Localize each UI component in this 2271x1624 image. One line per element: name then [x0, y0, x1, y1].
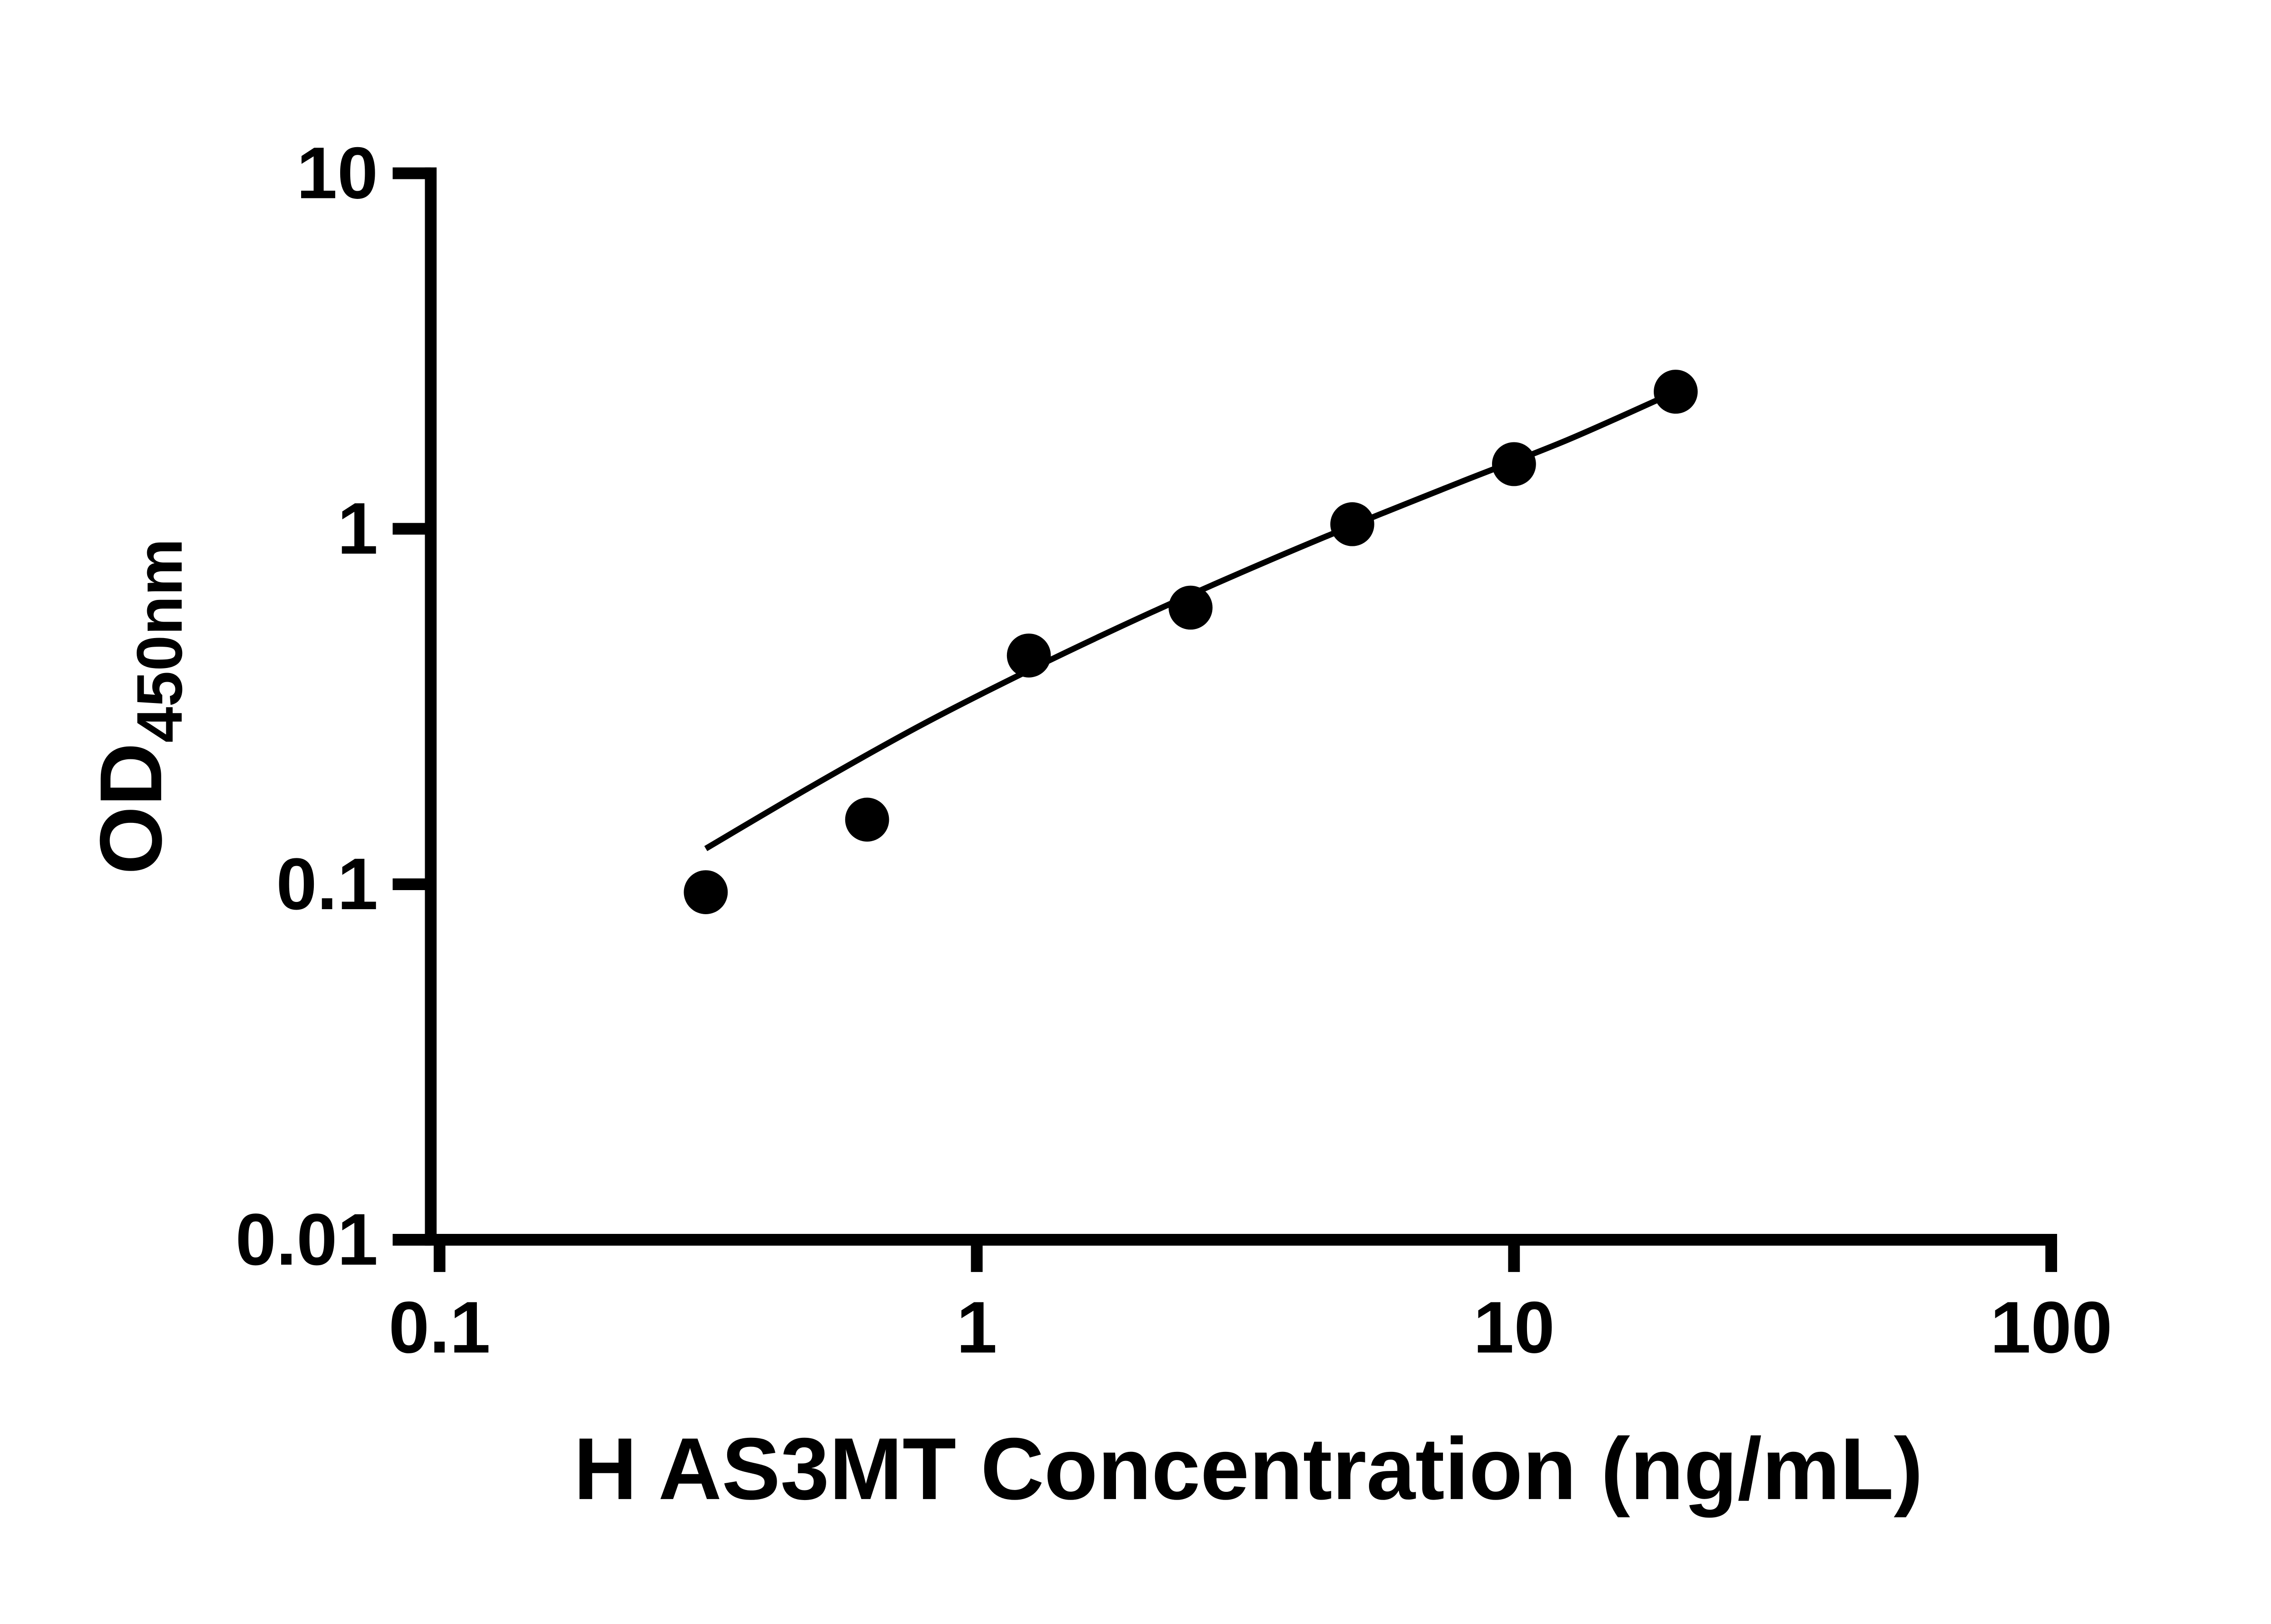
y-tick-label: 0.1: [276, 843, 378, 925]
data-point: [1330, 502, 1374, 546]
data-point: [1492, 442, 1536, 486]
data-point: [1007, 634, 1051, 678]
axis-frame: [425, 167, 2058, 1246]
x-tick-label: 10: [1473, 1287, 1555, 1368]
x-tick-label: 1: [957, 1287, 997, 1368]
data-point: [684, 870, 728, 914]
y-tick-label: 0.01: [235, 1199, 378, 1281]
y-axis-title: OD450nm: [82, 539, 196, 875]
data-point: [1653, 370, 1698, 414]
x-tick-label: 0.1: [389, 1287, 491, 1368]
y-tick-label: 10: [297, 132, 378, 214]
y-axis-title-main: OD: [82, 743, 180, 874]
y-tick-label: 1: [337, 488, 378, 569]
data-point: [845, 797, 889, 842]
y-axis-title-sub: 450nm: [124, 539, 196, 743]
x-axis-title: H AS3MT Concentration (ng/mL): [574, 1420, 1923, 1518]
data-point: [1168, 585, 1213, 630]
x-tick-label: 100: [1990, 1287, 2112, 1368]
